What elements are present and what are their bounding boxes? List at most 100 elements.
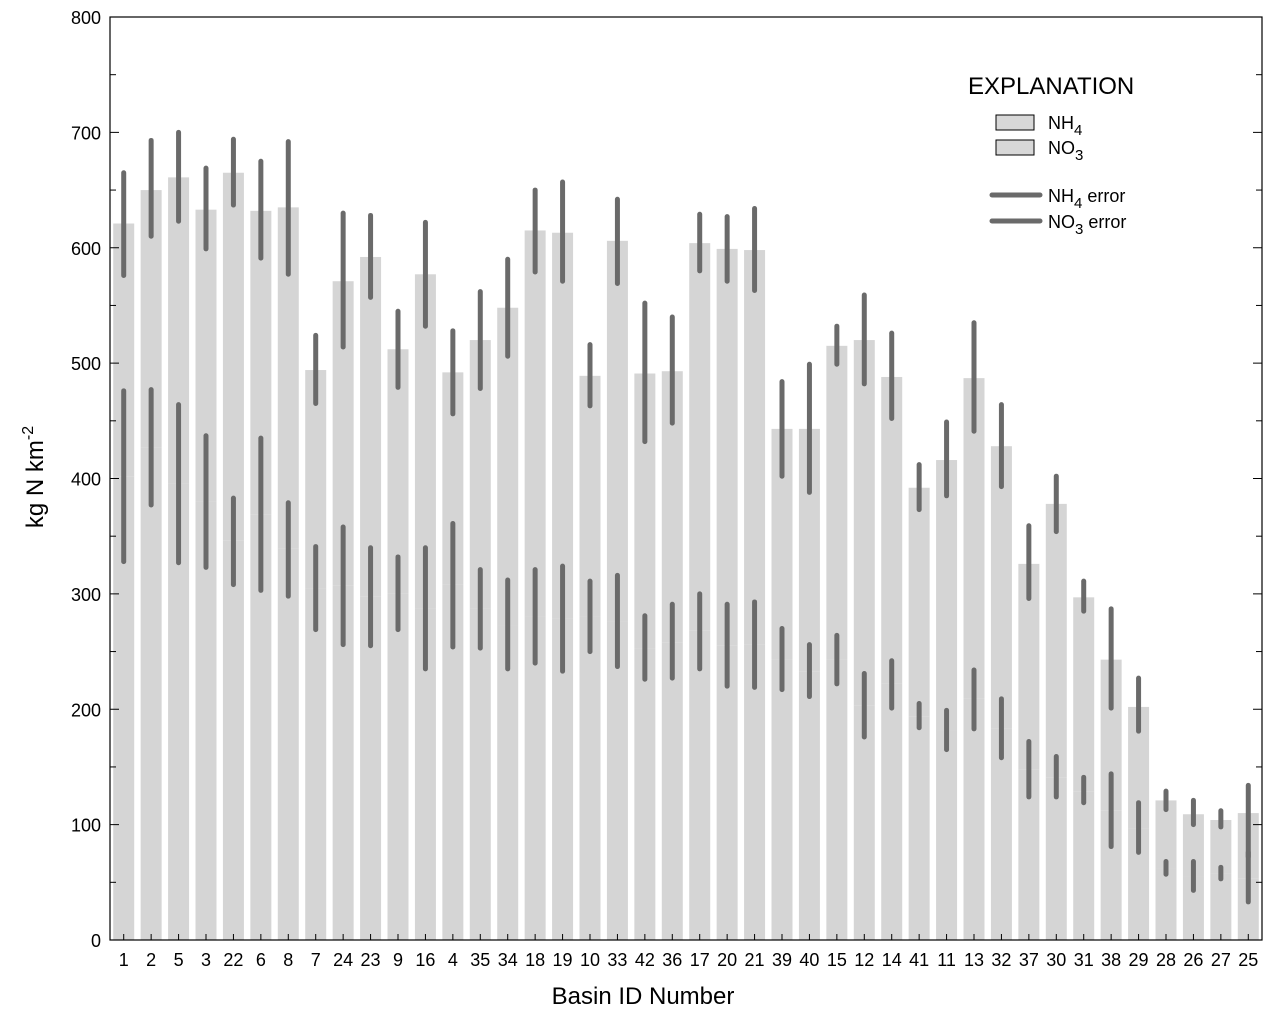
bar-nh4-12	[853, 705, 875, 940]
legend-swatch-1	[995, 139, 1035, 156]
y-tick-label-600: 600	[71, 239, 101, 259]
bar-no3-11	[936, 460, 958, 731]
bar-no3-23	[360, 256, 382, 597]
x-tick-label-21: 21	[745, 950, 765, 970]
x-tick-label-40: 40	[799, 950, 819, 970]
x-tick-label-25: 25	[1238, 950, 1258, 970]
bar-no3-30	[1045, 503, 1067, 778]
x-tick-label-12: 12	[854, 950, 874, 970]
bar-no3-15	[826, 345, 848, 660]
bar-nh4-28	[1155, 868, 1177, 940]
x-tick-label-39: 39	[772, 950, 792, 970]
bar-no3-21	[744, 250, 766, 645]
y-axis-title: kg N km-2	[20, 426, 49, 528]
bar-no3-24	[332, 281, 354, 586]
bar-no3-38	[1100, 659, 1122, 811]
bar-nh4-38	[1100, 810, 1122, 940]
y-tick-label-400: 400	[71, 470, 101, 490]
x-tick-label-32: 32	[991, 950, 1011, 970]
bar-nh4-9	[387, 593, 409, 940]
x-tick-label-28: 28	[1156, 950, 1176, 970]
bar-no3-6	[250, 210, 272, 515]
x-tick-label-2: 2	[146, 950, 156, 970]
legend-swatch-0	[995, 114, 1035, 131]
bar-no3-29	[1128, 706, 1150, 829]
x-tick-label-34: 34	[498, 950, 518, 970]
bar-nh4-21	[744, 644, 766, 940]
bar-nh4-23	[360, 596, 382, 940]
bar-nh4-35	[469, 608, 491, 940]
bar-no3-31	[1073, 597, 1095, 792]
bar-nh4-8	[277, 548, 299, 940]
x-tick-label-35: 35	[470, 950, 490, 970]
bar-nh4-32	[990, 728, 1012, 940]
bar-nh4-7	[305, 588, 327, 940]
bar-nh4-37	[1018, 769, 1040, 940]
bar-nh4-19	[552, 618, 574, 940]
x-tick-label-6: 6	[256, 950, 266, 970]
x-tick-label-30: 30	[1046, 950, 1066, 970]
bar-no3-17	[689, 243, 711, 631]
bars-layer	[113, 172, 1259, 940]
bar-nh4-5	[168, 483, 190, 940]
legend-label-1: NO3	[1048, 138, 1083, 164]
bar-no3-18	[524, 230, 546, 617]
x-tick-label-23: 23	[361, 950, 381, 970]
x-tick-label-16: 16	[415, 950, 435, 970]
bar-no3-41	[908, 487, 930, 717]
x-tick-label-29: 29	[1129, 950, 1149, 970]
x-tick-label-7: 7	[311, 950, 321, 970]
bar-no3-10	[579, 375, 601, 617]
bar-no3-8	[277, 207, 299, 549]
y-tick-label-300: 300	[71, 585, 101, 605]
x-tick-label-3: 3	[201, 950, 211, 970]
bar-no3-35	[469, 340, 491, 609]
bar-nh4-11	[936, 730, 958, 940]
bar-nh4-41	[908, 716, 930, 940]
x-tick-label-11: 11	[937, 950, 956, 970]
bar-no3-13	[963, 378, 985, 699]
bar-nh4-4	[442, 584, 464, 940]
bar-no3-4	[442, 372, 464, 585]
y-tick-label-100: 100	[71, 816, 101, 836]
x-tick-label-18: 18	[525, 950, 545, 970]
bar-no3-20	[716, 248, 738, 646]
x-axis-title: Basin ID Number	[552, 983, 735, 1009]
x-tick-label-19: 19	[553, 950, 573, 970]
bar-nh4-29	[1128, 828, 1150, 940]
bar-no3-12	[853, 340, 875, 706]
bar-nh4-17	[689, 630, 711, 940]
legend-label-3: NO3 error	[1048, 212, 1126, 238]
x-tick-label-37: 37	[1019, 950, 1039, 970]
bar-nh4-42	[634, 648, 656, 940]
bar-no3-26	[1182, 814, 1204, 877]
x-tick-label-24: 24	[333, 950, 353, 970]
error-bars-layer	[121, 129, 1251, 905]
bar-no3-36	[661, 371, 683, 643]
x-tick-label-26: 26	[1183, 950, 1203, 970]
x-tick-label-10: 10	[580, 950, 600, 970]
bar-no3-2	[140, 190, 162, 448]
x-tick-label-20: 20	[717, 950, 737, 970]
bar-nh4-22	[222, 540, 244, 940]
bar-nh4-27	[1210, 873, 1232, 940]
bar-no3-22	[222, 172, 244, 541]
bar-nh4-39	[771, 659, 793, 940]
x-tick-label-9: 9	[393, 950, 403, 970]
y-tick-label-800: 800	[71, 8, 101, 28]
x-tick-label-31: 31	[1074, 950, 1094, 970]
bar-no3-1	[113, 223, 135, 477]
x-tick-label-27: 27	[1211, 950, 1231, 970]
axes-layer: 1 2 5 3 22 6 8 7 24 23 9 16 4 35 34 18 19 10 33 42 36 17 20 21 3…	[71, 8, 1263, 970]
bar-no3-33	[606, 240, 628, 622]
x-tick-label-41: 41	[909, 950, 929, 970]
bar-nh4-31	[1073, 791, 1095, 940]
bar-no3-34	[497, 307, 519, 626]
bar-nh4-14	[881, 683, 903, 940]
bar-nh4-18	[524, 616, 546, 940]
bar-no3-16	[414, 274, 436, 609]
x-tick-label-36: 36	[662, 950, 682, 970]
y-tick-label-200: 200	[71, 700, 101, 720]
